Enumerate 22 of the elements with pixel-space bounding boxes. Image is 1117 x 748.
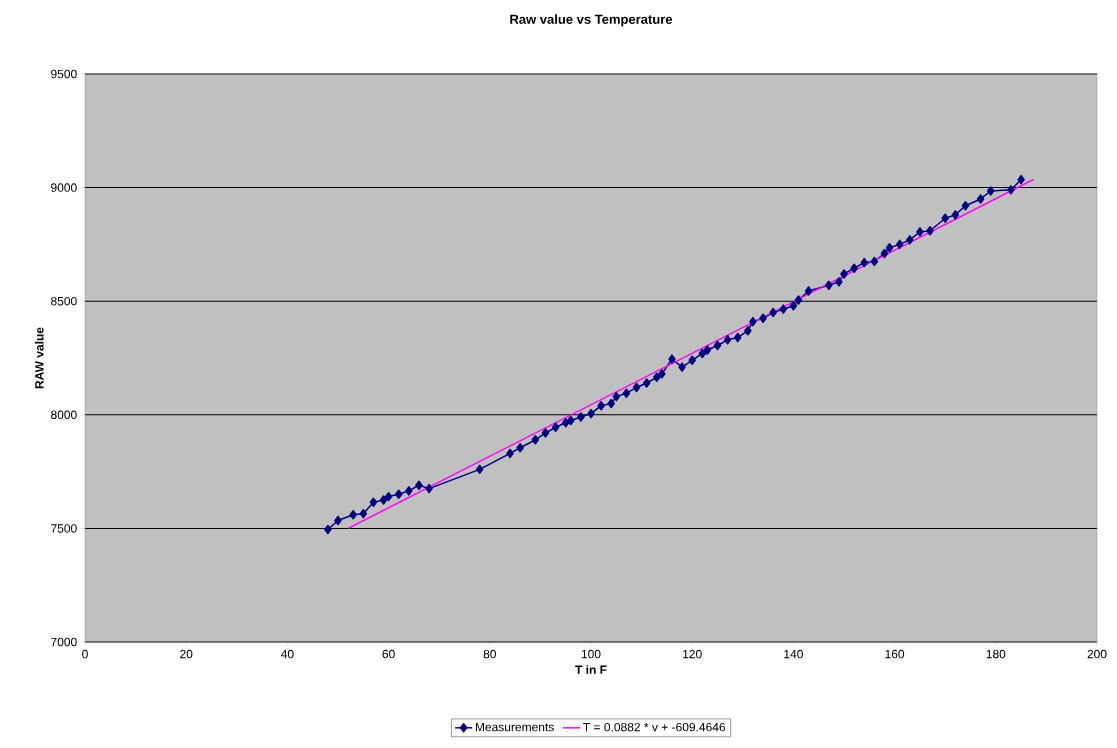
x-tick-label: 60 bbox=[382, 649, 395, 659]
x-tick-label: 20 bbox=[180, 649, 193, 659]
x-tick-label: 120 bbox=[683, 649, 702, 659]
x-tick-label: 140 bbox=[784, 649, 803, 659]
x-tick-label: 40 bbox=[281, 649, 294, 659]
x-tick-label: 200 bbox=[1087, 649, 1107, 659]
x-tick-label: 0 bbox=[82, 649, 88, 659]
y-tick-label: 7500 bbox=[51, 524, 77, 533]
y-tick-label: 9500 bbox=[51, 69, 77, 79]
y-axis-title: RAW value bbox=[34, 327, 44, 389]
legend-label: T = 0.0882 * v + -609.4646 bbox=[583, 722, 726, 732]
x-axis-title: T in F bbox=[575, 665, 607, 674]
y-tick-label: 9000 bbox=[51, 183, 77, 192]
x-tick-label: 180 bbox=[986, 649, 1006, 659]
y-tick-label: 8500 bbox=[51, 296, 77, 306]
legend-label: Measurements bbox=[475, 722, 554, 732]
y-tick-label: 7000 bbox=[51, 637, 77, 647]
chart-title: Raw value vs Temperature bbox=[510, 14, 673, 27]
y-tick-label: 8000 bbox=[51, 410, 77, 420]
x-tick-label: 160 bbox=[885, 649, 905, 659]
x-tick-label: 100 bbox=[581, 649, 601, 659]
x-tick-label: 80 bbox=[483, 649, 497, 659]
